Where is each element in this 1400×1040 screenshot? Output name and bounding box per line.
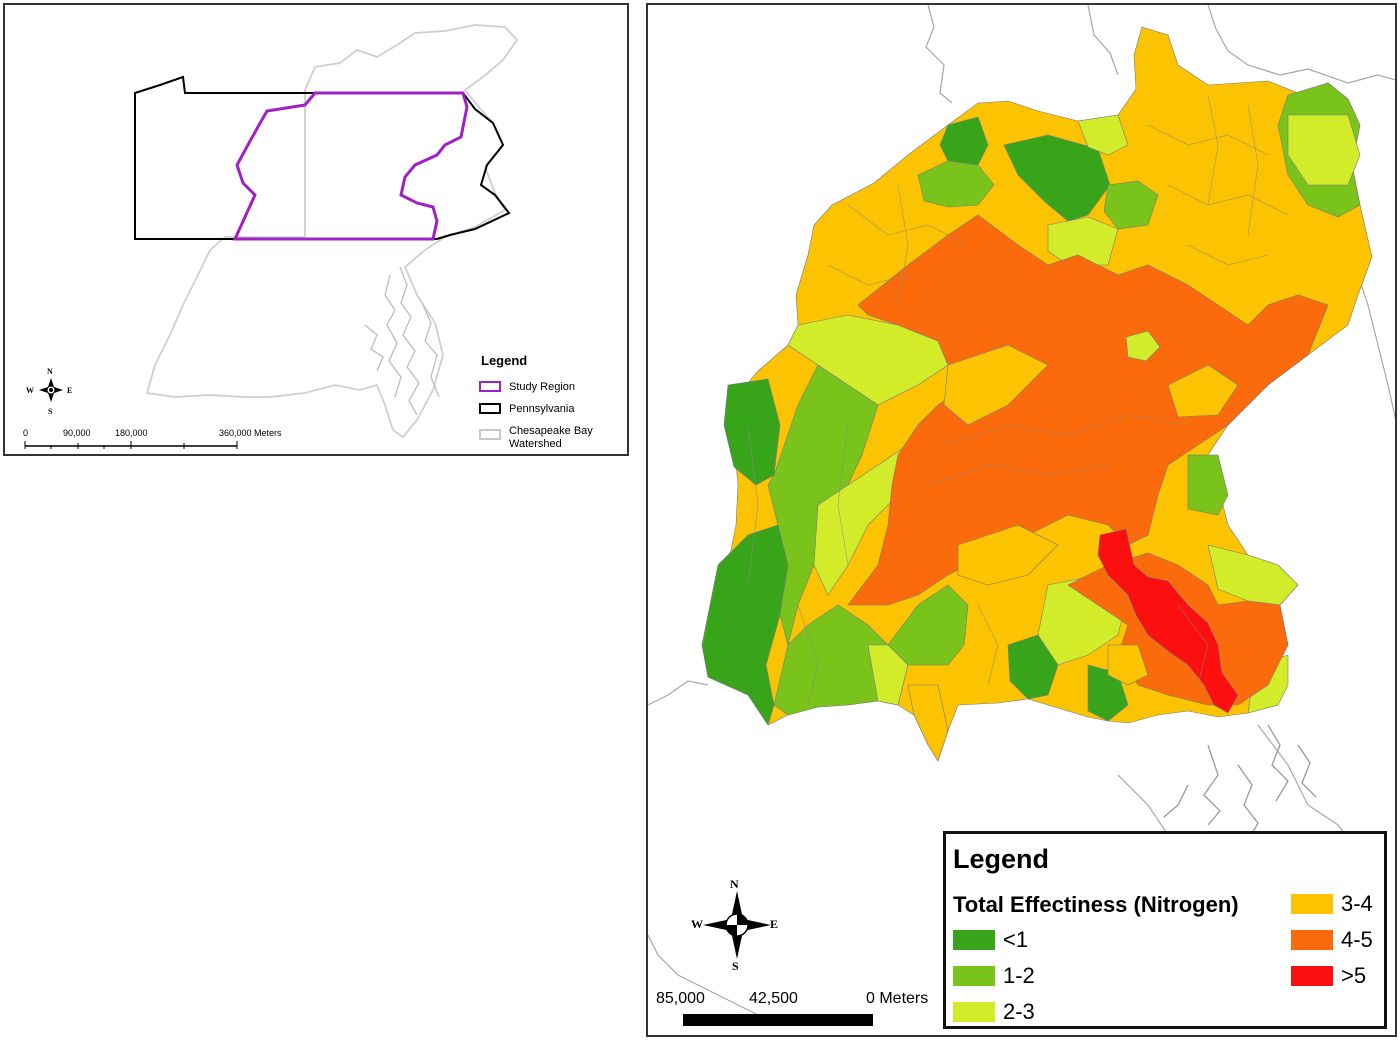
region-lt1 [723, 378, 781, 486]
region-lt1 [939, 116, 989, 166]
study-region-outline [232, 91, 469, 241]
main-scale-bar [683, 1014, 873, 1026]
coastline [1163, 724, 1317, 858]
main-legend: Legend Total Effectiness (Nitrogen) <1 1… [943, 831, 1387, 1029]
region-1-2 [1103, 180, 1159, 230]
main-legend-subtitle: Total Effectiness (Nitrogen) [953, 892, 1239, 917]
region-2-3 [1287, 114, 1361, 186]
inset-compass-e: E [67, 386, 73, 395]
inset-compass-n: N [47, 367, 53, 376]
inset-scale-tick: 360,000 Meters [219, 428, 282, 438]
region-2-3 [867, 644, 909, 706]
main-compass-e: E [770, 917, 779, 931]
legend-swatch [953, 966, 995, 986]
region-2-3 [1077, 114, 1129, 156]
legend-class-label: >5 [1341, 963, 1367, 988]
region-gt5 [1097, 528, 1239, 714]
legend-swatch [1291, 966, 1333, 986]
legend-class-label: 2-3 [1003, 999, 1035, 1024]
main-compass-s: S [732, 959, 739, 973]
region-1-2 [1187, 454, 1229, 516]
region-1-2 [917, 160, 995, 208]
inset-map-canvas [24, 24, 519, 449]
pennsylvania-swatch [479, 403, 501, 414]
legend-class-label: 4-5 [1341, 927, 1373, 952]
region-2-3 [1047, 216, 1119, 266]
inset-scale-tick: 0 [23, 428, 29, 438]
region-3-4 [907, 684, 949, 762]
main-compass-w: W [691, 917, 703, 931]
inset-scale-tick: 90,000 [63, 428, 91, 438]
legend-swatch [953, 930, 995, 950]
region-2-3 [813, 444, 909, 596]
region-lt1 [1003, 134, 1111, 222]
region-3-4 [957, 524, 1059, 586]
main-scale-tick: 85,000 [656, 990, 705, 1007]
inset-legend-label: Study Region [509, 381, 576, 393]
sub-watershed-lines [747, 94, 1289, 706]
legend-class-label: 3-4 [1341, 891, 1373, 916]
inset-scalebar: 0 90,000 180,000 360,000 Meters [23, 428, 313, 454]
region-3-4 [943, 344, 1049, 426]
legend-swatch [953, 1002, 995, 1022]
inset-scalebar-line [24, 441, 238, 449]
chesapeake-bay-watershed-outline [145, 24, 519, 439]
legend-class-label: <1 [1003, 927, 1029, 952]
chesapeake-bay-shoreline [364, 266, 440, 416]
inset-locator-map: N S E W 0 90,000 180,000 360,000 Meters … [3, 3, 629, 456]
legend-swatch [1291, 894, 1333, 914]
region-2-3 [1125, 330, 1161, 362]
main-legend-title: Legend [953, 844, 1050, 874]
region-3-4 [1107, 644, 1149, 686]
main-scalebar: 85,000 42,500 0 Meters [656, 990, 946, 1030]
watershed-swatch [479, 429, 501, 440]
study-region-swatch [479, 381, 501, 392]
legend-class-label: 1-2 [1003, 963, 1035, 988]
region-1-2 [887, 584, 969, 666]
region-3-4 [1167, 364, 1239, 418]
inset-legend-label: Pennsylvania [509, 403, 575, 415]
inset-compass-w: W [26, 386, 34, 395]
main-compass-n: N [730, 877, 739, 891]
inset-legend-label: Chesapeake Bay Watershed [509, 425, 593, 450]
main-scale-tick: 0 Meters [866, 990, 929, 1007]
region-4-5 [847, 214, 1329, 606]
inset-compass-icon [39, 378, 63, 402]
region-2-3 [787, 314, 949, 406]
pennsylvania-outline [134, 75, 511, 240]
region-2-3 [1207, 544, 1299, 606]
inset-legend: Legend Study Region Pennsylvania Chesape… [479, 351, 627, 454]
main-map-canvas [648, 5, 1395, 1016]
main-compass-icon [703, 891, 771, 959]
inset-scale-tick: 180,000 [115, 428, 148, 438]
region-lt1 [701, 524, 789, 726]
inset-compass-s: S [48, 407, 53, 416]
watershed-polygons [701, 26, 1373, 762]
main-scale-tick: 42,500 [749, 990, 798, 1007]
legend-swatch [1291, 930, 1333, 950]
inset-legend-title: Legend [481, 353, 528, 368]
main-effectiveness-map: N S E W 85,000 42,500 0 Meters Legend To… [646, 3, 1397, 1037]
